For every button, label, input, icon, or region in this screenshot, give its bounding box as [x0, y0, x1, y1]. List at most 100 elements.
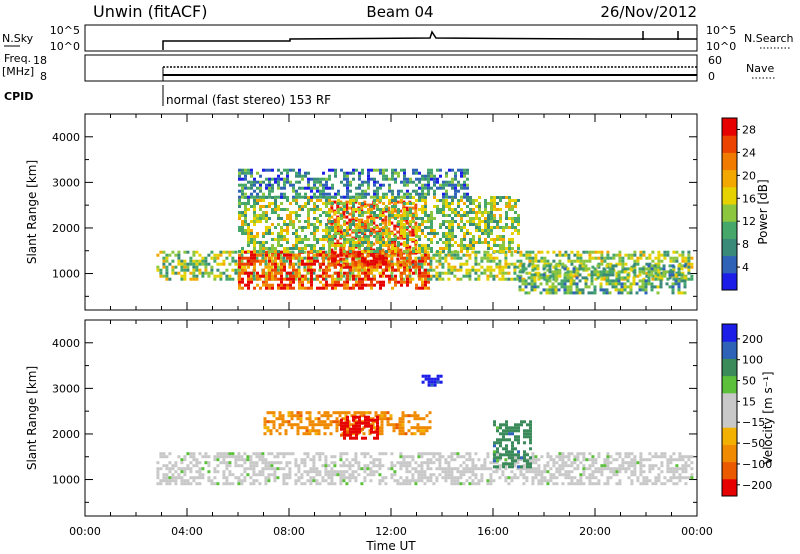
echo-cell — [324, 470, 328, 474]
echo-cell — [348, 206, 352, 210]
echo-cell — [266, 411, 270, 415]
echo-cell — [198, 476, 202, 480]
echo-cell — [337, 223, 340, 226]
echo-cell — [396, 482, 400, 486]
echo-cell — [433, 183, 436, 187]
echo-cell — [301, 186, 304, 190]
echo-cell — [453, 482, 457, 486]
echo-cell — [486, 253, 490, 257]
echo-cell — [262, 259, 265, 263]
echo-cell — [213, 470, 217, 474]
echo-cell — [627, 452, 631, 456]
echo-cell — [460, 214, 463, 217]
echo-cell — [243, 452, 247, 456]
echo-cell — [336, 470, 340, 474]
echo-cell — [322, 286, 325, 290]
echo-cell — [405, 476, 409, 480]
echo-cell — [291, 250, 295, 254]
echo-cell — [265, 183, 268, 187]
echo-cell — [267, 268, 271, 272]
echo-cell — [405, 256, 409, 260]
echo-cell — [387, 206, 391, 210]
echo-cell — [328, 220, 331, 223]
echo-cell — [442, 205, 445, 208]
echo-cell — [424, 280, 427, 284]
echo-cell — [250, 174, 253, 178]
echo-cell — [641, 267, 645, 271]
echo-cell — [373, 283, 376, 287]
echo-cell — [298, 253, 301, 257]
echo-cell — [457, 214, 460, 217]
echo-cell — [645, 458, 649, 462]
echo-cell — [666, 470, 670, 474]
echo-cell — [684, 256, 688, 260]
echo-cell — [578, 267, 582, 271]
echo-cell — [606, 253, 610, 257]
echo-cell — [416, 414, 420, 418]
echo-cell — [378, 464, 382, 468]
echo-cell — [231, 268, 235, 272]
echo-cell — [618, 467, 622, 471]
echo-cell — [352, 274, 355, 278]
echo-cell — [385, 205, 388, 208]
echo-cell — [657, 253, 661, 257]
echo-cell — [234, 271, 238, 275]
echo-cell — [349, 238, 352, 241]
echo-cell — [569, 288, 573, 292]
echo-cell — [475, 214, 478, 217]
echo-cell — [432, 482, 436, 486]
echo-cell — [566, 270, 570, 274]
echo-cell — [308, 411, 312, 415]
echo-cell — [277, 195, 280, 199]
echo-cell — [391, 247, 394, 250]
echo-cell — [252, 274, 256, 278]
echo-cell — [247, 195, 250, 199]
echo-cell — [528, 262, 532, 266]
echo-cell — [295, 189, 298, 193]
echo-cell — [280, 286, 283, 290]
echo-cell — [575, 291, 579, 295]
echo-cell — [466, 220, 469, 223]
echo-cell — [603, 256, 607, 260]
echo-cell — [298, 250, 301, 253]
echo-cell — [238, 283, 241, 287]
echo-cell — [279, 461, 283, 465]
echo-cell — [354, 209, 358, 213]
echo-cell — [272, 426, 276, 430]
echo-cell — [388, 186, 391, 190]
echo-cell — [555, 482, 559, 486]
echo-cell — [342, 479, 346, 483]
echo-cell — [472, 202, 475, 205]
echo-cell — [424, 214, 427, 217]
echo-cell — [180, 277, 184, 281]
echo-cell — [466, 250, 469, 253]
echo-cell — [558, 268, 562, 272]
echo-cell — [385, 196, 388, 199]
echo-cell — [519, 458, 523, 462]
echo-cell — [471, 482, 475, 486]
echo-cell — [430, 211, 433, 214]
echo-cell — [241, 195, 244, 199]
echo-cell — [690, 277, 694, 281]
echo-cell — [283, 168, 286, 172]
echo-cell — [405, 479, 409, 483]
echo-cell — [496, 208, 499, 211]
echo-cell — [511, 199, 514, 202]
echo-cell — [273, 253, 277, 257]
echo-cell — [600, 473, 604, 477]
echo-cell — [597, 250, 601, 254]
echo-cell — [283, 250, 286, 253]
echo-cell — [600, 467, 604, 471]
echo-cell — [642, 265, 646, 269]
echo-cell — [603, 467, 607, 471]
echo-cell — [618, 256, 622, 260]
echo-cell — [486, 452, 490, 456]
echo-cell — [469, 196, 472, 199]
echo-cell — [474, 476, 478, 480]
echo-cell — [180, 482, 184, 486]
echo-cell — [466, 211, 469, 214]
echo-cell — [210, 256, 214, 260]
echo-cell — [270, 259, 274, 263]
echo-cell — [561, 455, 565, 459]
echo-cell — [531, 467, 535, 471]
